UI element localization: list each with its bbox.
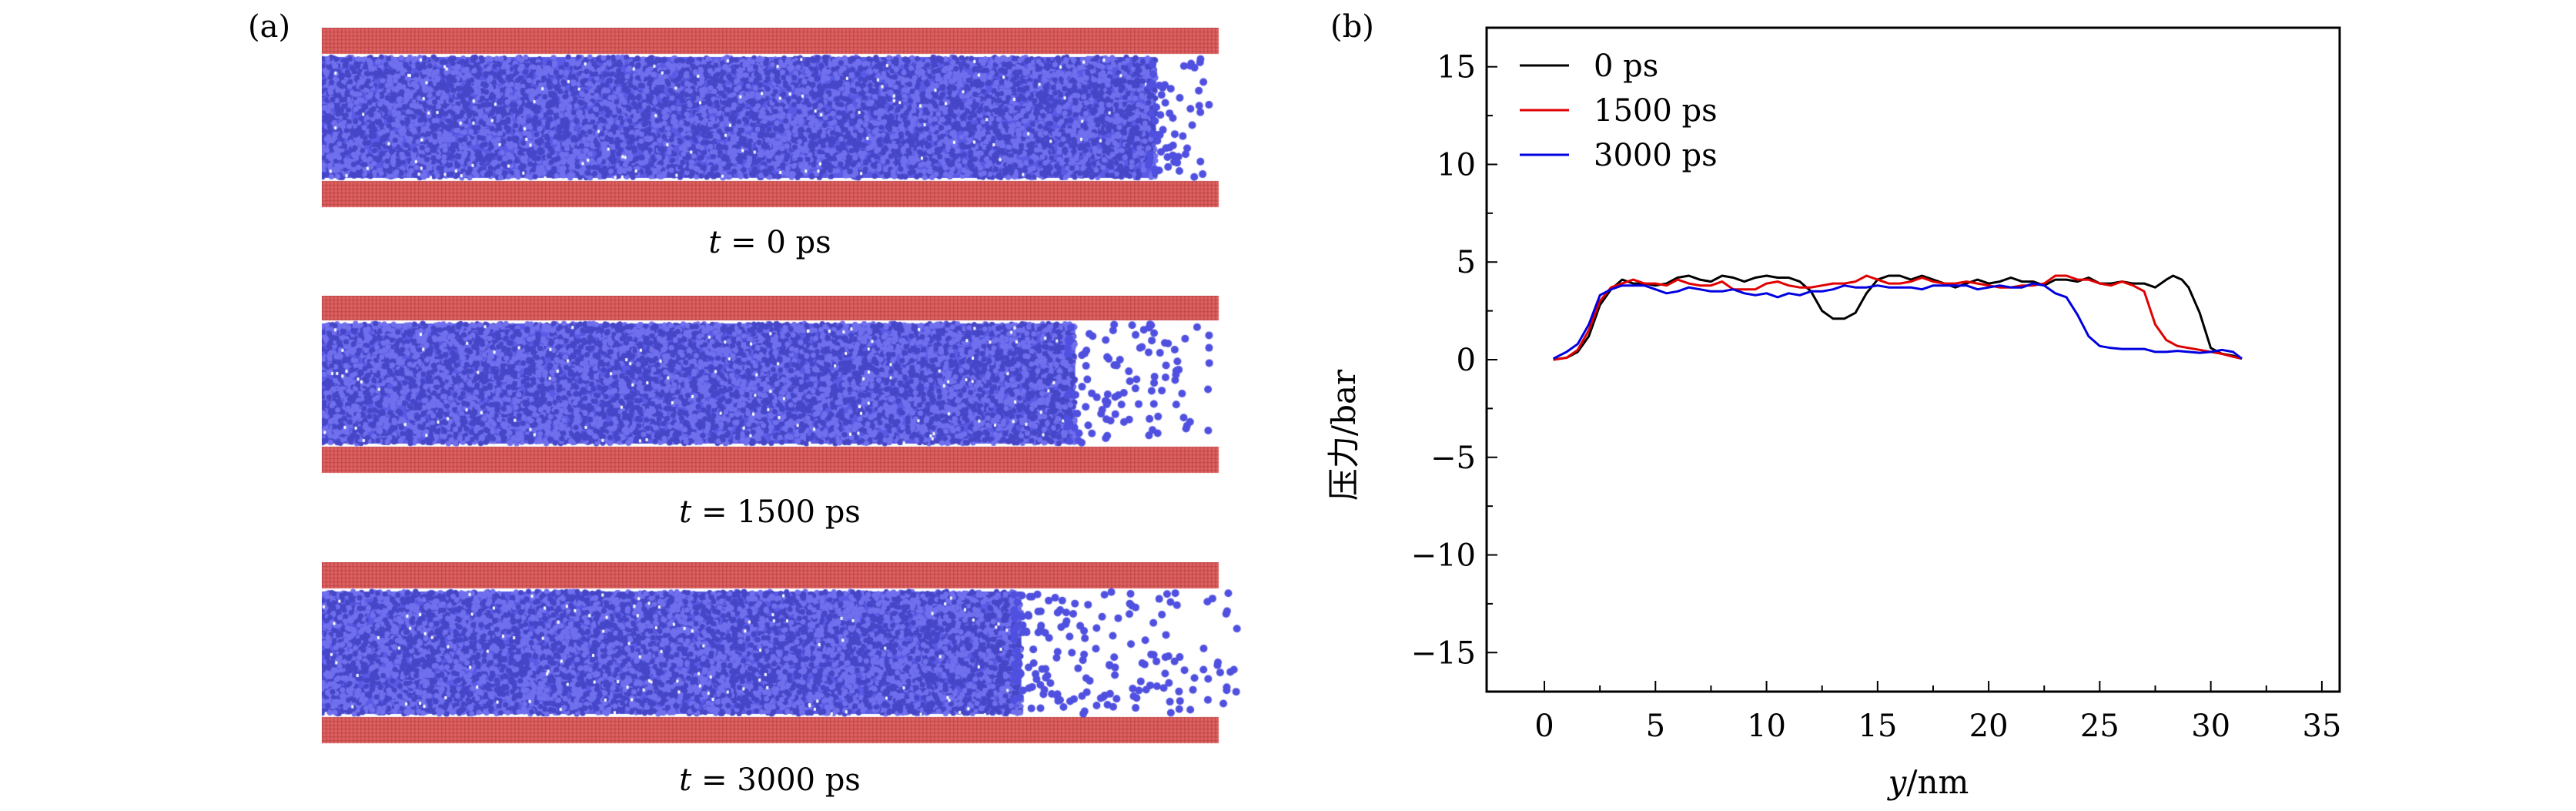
x-tick-label: 25 — [2080, 709, 2119, 744]
series-line-1500-ps — [1553, 274, 2243, 361]
x-tick-label: 35 — [2302, 709, 2341, 744]
ticks-layer: 0 5 10 15 20 25 30 35 −15 −10 −5 0 5 10 15 — [1411, 50, 2342, 744]
legend-label: 3000 ps — [1594, 138, 1718, 173]
legend-label: 1500 ps — [1594, 93, 1718, 129]
x-tick-label: 15 — [1858, 709, 1897, 744]
snapshot-1500ps-caption: t = 1500 ps — [679, 494, 861, 530]
y-tick-label: −10 — [1411, 538, 1476, 574]
x-tick-label: 20 — [1969, 709, 2009, 744]
y-tick-label: 5 — [1457, 245, 1476, 280]
snapshot-0ps-image — [322, 28, 1246, 208]
x-tick-label: 10 — [1747, 709, 1786, 744]
series-line-0-ps — [1553, 274, 2243, 361]
x-tick-label: 30 — [2191, 709, 2230, 744]
panel-a-label: (a) — [248, 9, 291, 45]
y-tick-label: −15 — [1411, 635, 1476, 671]
y-tick-label: −5 — [1430, 441, 1476, 476]
y-tick-label: 0 — [1457, 343, 1476, 378]
snapshot-3000ps-image — [322, 562, 1246, 746]
legend: 0 ps 1500 ps 3000 ps — [1520, 49, 1718, 173]
y-tick-label: 10 — [1437, 147, 1476, 183]
x-tick-label: 5 — [1646, 709, 1665, 744]
series-layer — [1552, 274, 2243, 361]
snapshot-1500ps-image — [322, 296, 1246, 476]
snapshot-0ps-caption: t = 0 ps — [708, 225, 831, 260]
snapshot-3000ps-caption: t = 3000 ps — [679, 762, 861, 798]
panel-b-label: (b) — [1330, 9, 1374, 45]
legend-label: 0 ps — [1594, 49, 1658, 84]
y-axis-label: 压力/bar — [1325, 369, 1363, 501]
series-line-3000-ps — [1552, 282, 2243, 360]
x-tick-label: 0 — [1534, 709, 1554, 744]
x-axis-label: y/nm — [1887, 763, 1969, 801]
y-tick-label: 15 — [1437, 50, 1476, 85]
